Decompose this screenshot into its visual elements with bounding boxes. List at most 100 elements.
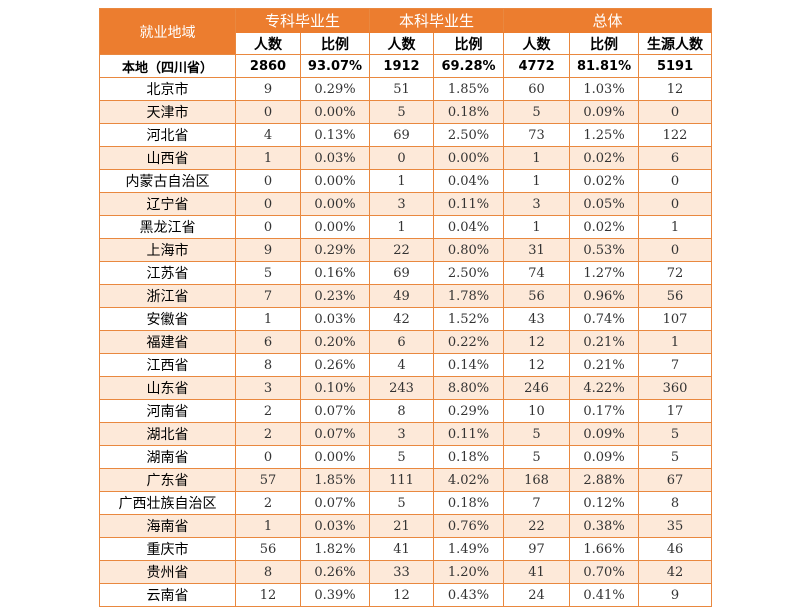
value-cell: 72	[638, 261, 713, 285]
subheader-ratio: 比例	[299, 32, 371, 55]
value-cell: 56	[638, 284, 713, 308]
header-row-subcolumns: 人数 比例 人数 比例 人数 比例 生源人数	[100, 32, 713, 55]
group-header-junior-college: 专科毕业生	[234, 8, 371, 33]
value-cell: 0.21%	[569, 330, 640, 354]
value-cell: 0.14%	[433, 353, 505, 377]
value-cell: 9	[235, 77, 301, 101]
value-cell: 0.10%	[299, 376, 371, 400]
table-row: 山西省 1 0.03% 0 0.00% 1 0.02% 6	[99, 146, 713, 170]
table-row: 广西壮族自治区 2 0.07% 5 0.18% 7 0.12% 8	[99, 491, 713, 515]
table-row: 湖南省 0 0.00% 5 0.18% 5 0.09% 5	[99, 445, 713, 469]
region-cell: 山西省	[99, 146, 236, 170]
value-cell: 8	[638, 491, 713, 515]
value-cell: 0	[235, 100, 301, 124]
value-cell: 0	[235, 192, 301, 216]
value-cell: 0.16%	[299, 261, 371, 285]
value-cell: 0.00%	[433, 146, 505, 170]
region-cell: 山东省	[99, 376, 236, 400]
value-cell: 24	[503, 583, 571, 607]
region-cell: 福建省	[99, 330, 236, 354]
value-cell: 0.26%	[299, 353, 371, 377]
value-cell: 0.96%	[569, 284, 640, 308]
value-cell: 2	[235, 399, 301, 423]
value-cell: 1.82%	[299, 537, 371, 561]
group-header-overall: 总体	[503, 8, 713, 33]
subheader-ratio: 比例	[433, 32, 505, 55]
value-cell: 0.09%	[569, 445, 640, 469]
value-cell: 0.02%	[569, 146, 640, 170]
value-cell: 69	[369, 261, 435, 285]
region-cell: 广西壮族自治区	[99, 491, 236, 515]
table-row: 广东省 57 1.85% 111 4.02% 168 2.88% 67	[99, 468, 713, 492]
region-cell: 江西省	[99, 353, 236, 377]
value-cell: 46	[638, 537, 713, 561]
value-cell: 0.18%	[433, 491, 505, 515]
value-cell: 0.04%	[433, 215, 505, 239]
value-cell: 60	[503, 77, 571, 101]
header-row-groups: 就业地域 专科毕业生 本科毕业生 总体	[99, 8, 713, 55]
value-cell: 1.03%	[569, 77, 640, 101]
table-row: 山东省 3 0.10% 243 8.80% 246 4.22% 360	[99, 376, 713, 400]
value-cell: 93.07%	[299, 54, 371, 78]
table-row: 上海市 9 0.29% 22 0.80% 31 0.53% 0	[99, 238, 713, 262]
value-cell: 57	[235, 468, 301, 492]
value-cell: 0.21%	[569, 353, 640, 377]
value-cell: 243	[369, 376, 435, 400]
value-cell: 42	[638, 560, 713, 584]
table-row: 北京市 9 0.29% 51 1.85% 60 1.03% 12	[99, 77, 713, 101]
region-cell: 海南省	[99, 514, 236, 538]
value-cell: 7	[638, 353, 713, 377]
value-cell: 0.70%	[569, 560, 640, 584]
value-cell: 1.27%	[569, 261, 640, 285]
value-cell: 3	[503, 192, 571, 216]
value-cell: 33	[369, 560, 435, 584]
value-cell: 1.49%	[433, 537, 505, 561]
table-row: 浙江省 7 0.23% 49 1.78% 56 0.96% 56	[99, 284, 713, 308]
subheader-source-count: 生源人数	[638, 32, 713, 55]
region-cell: 江苏省	[99, 261, 236, 285]
value-cell: 0.22%	[433, 330, 505, 354]
employment-region-table: 就业地域 专科毕业生 本科毕业生 总体 人数 比例 人数 比例 人数 比例 生源…	[99, 8, 713, 607]
value-cell: 2.88%	[569, 468, 640, 492]
value-cell: 0.11%	[433, 192, 505, 216]
value-cell: 122	[638, 123, 713, 147]
value-cell: 1	[503, 215, 571, 239]
value-cell: 0.43%	[433, 583, 505, 607]
value-cell: 360	[638, 376, 713, 400]
value-cell: 0.26%	[299, 560, 371, 584]
value-cell: 0.38%	[569, 514, 640, 538]
value-cell: 0	[369, 146, 435, 170]
table-row: 江西省 8 0.26% 4 0.14% 12 0.21% 7	[99, 353, 713, 377]
value-cell: 1.20%	[433, 560, 505, 584]
value-cell: 0.09%	[569, 100, 640, 124]
value-cell: 1	[235, 146, 301, 170]
value-cell: 2	[235, 422, 301, 446]
region-cell: 辽宁省	[99, 192, 236, 216]
table-row: 安徽省 1 0.03% 42 1.52% 43 0.74% 107	[99, 307, 713, 331]
region-cell: 本地（四川省）	[99, 54, 236, 78]
value-cell: 74	[503, 261, 571, 285]
value-cell: 5	[638, 445, 713, 469]
value-cell: 22	[369, 238, 435, 262]
value-cell: 1	[369, 169, 435, 193]
value-cell: 1.66%	[569, 537, 640, 561]
value-cell: 5	[235, 261, 301, 285]
value-cell: 4772	[503, 54, 571, 78]
value-cell: 1912	[369, 54, 435, 78]
value-cell: 0.20%	[299, 330, 371, 354]
table-row: 湖北省 2 0.07% 3 0.11% 5 0.09% 5	[99, 422, 713, 446]
value-cell: 35	[638, 514, 713, 538]
subheader-count: 人数	[503, 32, 571, 55]
value-cell: 5	[503, 445, 571, 469]
region-cell: 湖南省	[99, 445, 236, 469]
value-cell: 0.29%	[299, 238, 371, 262]
value-cell: 0.07%	[299, 491, 371, 515]
value-cell: 107	[638, 307, 713, 331]
value-cell: 81.81%	[569, 54, 640, 78]
value-cell: 69	[369, 123, 435, 147]
value-cell: 0.00%	[299, 215, 371, 239]
value-cell: 2860	[235, 54, 301, 78]
value-cell: 0.29%	[433, 399, 505, 423]
value-cell: 1	[503, 169, 571, 193]
value-cell: 1.78%	[433, 284, 505, 308]
